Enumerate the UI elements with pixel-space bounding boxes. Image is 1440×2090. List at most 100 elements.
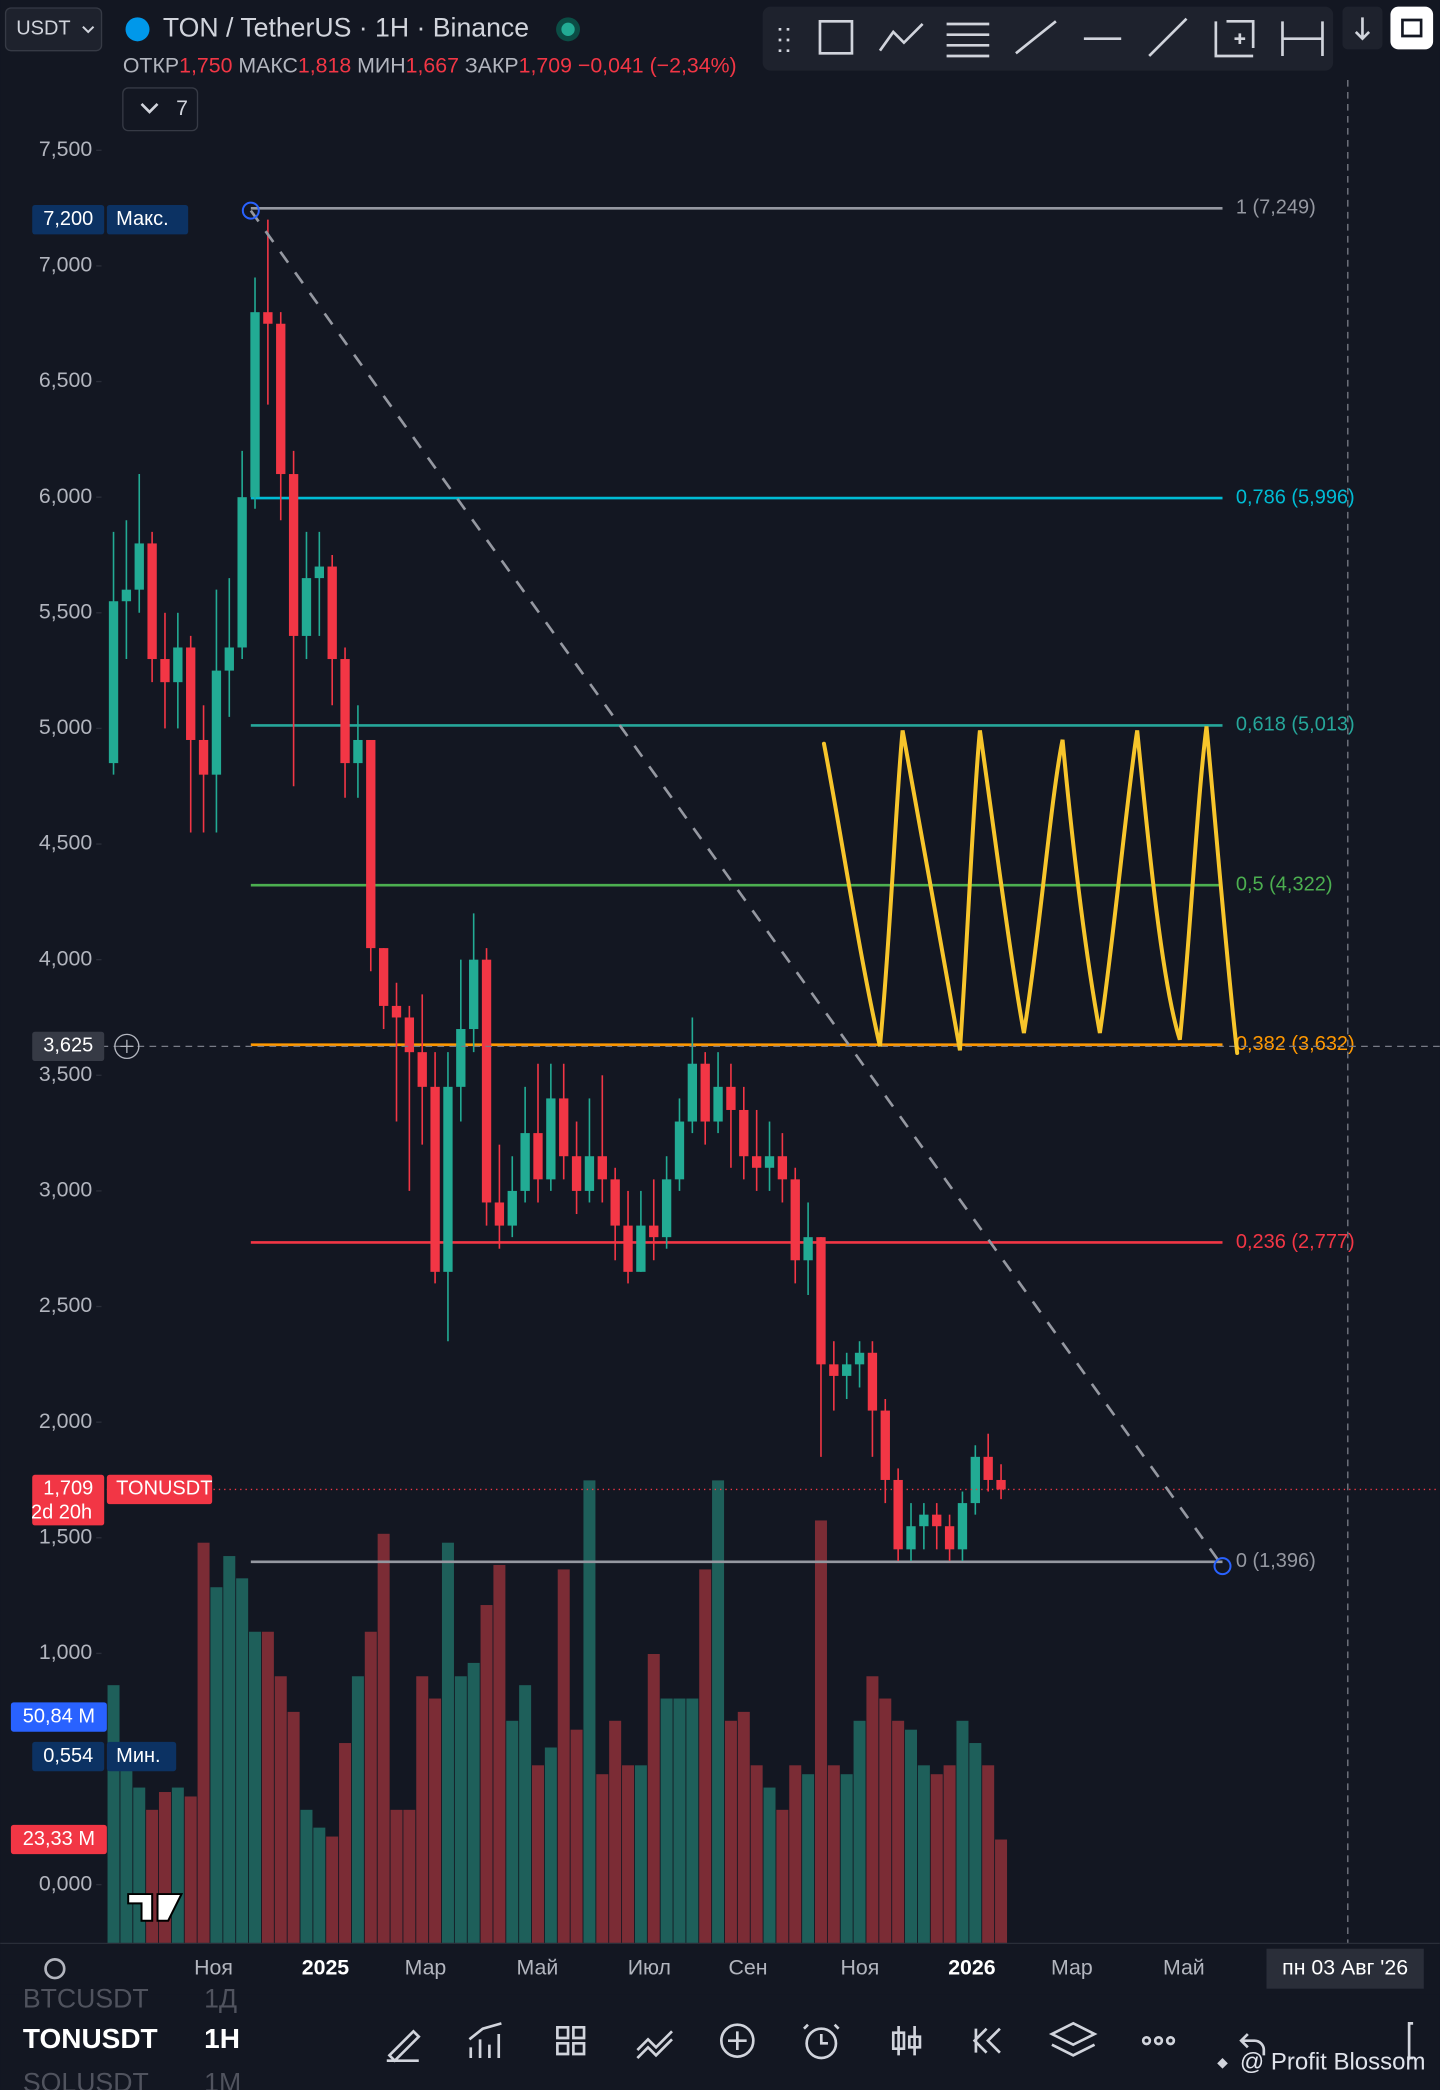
ton-icon <box>125 17 150 42</box>
fib-label: 0,236 (2,777) <box>1236 1231 1355 1253</box>
price-tag-label: TONUSDT <box>116 1478 212 1500</box>
volume-bar <box>943 1765 956 1944</box>
y-tick-label: 6,000 <box>39 484 92 508</box>
volume-bar <box>223 1556 236 1944</box>
icon-more[interactable] <box>1407 2022 1414 2060</box>
volume-bar <box>930 1774 943 1944</box>
volume-bar <box>789 1765 802 1944</box>
tab-interval: 1H <box>204 2023 240 2054</box>
fib-label: 1 (7,249) <box>1236 197 1316 219</box>
dot[interactable] <box>1141 2036 1152 2046</box>
icon-layout[interactable] <box>556 2026 586 2056</box>
candle-body <box>970 1456 980 1504</box>
volume-bar <box>827 1765 840 1944</box>
clock <box>803 2023 840 2045</box>
x-tick-label: Июл <box>628 1955 671 1979</box>
volume-badge-label: 23,33 M <box>23 1828 95 1850</box>
volume-bar <box>146 1809 159 1944</box>
volume-bar <box>557 1569 570 1944</box>
candle-body <box>469 959 479 1030</box>
candle-body <box>173 647 183 683</box>
candle-body <box>584 1156 595 1191</box>
tab-interval: 1Д <box>204 1984 237 2014</box>
volume-bar <box>995 1839 1008 1944</box>
volume-bar <box>467 1662 480 1944</box>
y-tick-label: 3,500 <box>39 1062 92 1086</box>
volume-bar <box>840 1774 853 1944</box>
tab-symbol[interactable]: SOLUSDT <box>23 2068 149 2090</box>
candle-body <box>944 1526 955 1550</box>
candle-body <box>507 1190 517 1226</box>
tool-path[interactable] <box>878 23 924 52</box>
bottom-icons <box>386 2021 1414 2063</box>
icon-replay[interactable] <box>972 2027 1001 2054</box>
volume-bar <box>274 1676 287 1944</box>
ohlc-key: ЗАКР <box>465 53 519 77</box>
price-badge <box>32 1031 105 1062</box>
volume-bar <box>506 1720 519 1944</box>
tab-symbol[interactable]: BTCUSDT <box>23 1984 149 2014</box>
ohlc-change: −0,041 (−2,34%) <box>578 53 737 77</box>
icon-draw[interactable] <box>386 2029 421 2063</box>
candle-body <box>211 670 222 775</box>
volume-bar <box>866 1676 879 1944</box>
tab-symbol[interactable]: TONUSDT <box>23 2023 158 2054</box>
icon-add[interactable] <box>720 2023 755 2059</box>
tool-range[interactable] <box>1281 21 1324 56</box>
price-badge <box>32 1474 105 1526</box>
y-tick-label: 3,000 <box>39 1178 92 1202</box>
x-tick-label: 2026 <box>948 1955 996 1979</box>
ohlc-row: ОТКР1,750 МАКС1,818 МИН1,667 ЗАКР1,709 −… <box>123 53 737 77</box>
icon-indicators[interactable] <box>468 2022 502 2059</box>
icon-layers[interactable] <box>1048 2021 1098 2057</box>
candle-body <box>906 1526 916 1550</box>
fib-label: 0,786 (5,996) <box>1236 486 1355 508</box>
toolbar-icons <box>778 17 1324 58</box>
price-badge-label: 3,625 <box>43 1035 93 1057</box>
tool-fib[interactable] <box>946 22 990 58</box>
candle-body <box>867 1352 878 1411</box>
indicators-toggle[interactable] <box>122 87 199 132</box>
volume-bar <box>699 1569 712 1944</box>
candle-body <box>237 497 247 648</box>
volume-bar <box>763 1787 776 1944</box>
y-tick-label: 2,000 <box>39 1409 92 1433</box>
price-tag <box>106 205 189 235</box>
add-button[interactable] <box>114 1033 140 1060</box>
tool-rect[interactable] <box>818 19 854 55</box>
tool-ray[interactable] <box>1148 17 1188 57</box>
time-axis <box>0 1943 1440 1995</box>
volume-bar <box>737 1711 750 1944</box>
candle-body <box>391 1005 402 1018</box>
icon-undo[interactable] <box>1239 2033 1266 2056</box>
dot <box>1153 2036 1164 2046</box>
volume-bar <box>660 1698 673 1944</box>
candle-body <box>327 566 337 660</box>
candle-body <box>340 659 350 764</box>
symbol-menu[interactable] <box>4 7 103 52</box>
volume-bar <box>531 1765 544 1944</box>
y-tick-label: 1,500 <box>39 1524 92 1548</box>
icon-alert[interactable] <box>805 2027 838 2060</box>
candle-body <box>661 1179 672 1238</box>
ohlc-key: МИН <box>357 53 405 77</box>
price-badge-label: 0,554 <box>43 1745 93 1767</box>
candle-body <box>700 1063 710 1122</box>
tool-trend[interactable] <box>1015 20 1057 55</box>
volume-bar <box>493 1564 506 1944</box>
button[interactable] <box>1390 6 1434 50</box>
candle-body <box>263 312 273 324</box>
icon-candles[interactable] <box>891 2026 922 2056</box>
candle-body <box>571 1156 582 1191</box>
candle-body <box>494 1202 505 1226</box>
tool-measure[interactable] <box>1214 19 1255 58</box>
icon-compare[interactable] <box>636 2030 673 2059</box>
candle-body <box>880 1410 890 1480</box>
y-tick-label: 2,500 <box>39 1293 92 1317</box>
volume-bar <box>802 1774 815 1944</box>
volume-bar <box>249 1631 262 1944</box>
candle-body <box>520 1133 530 1191</box>
ohlc-value: 1,667 <box>406 53 459 77</box>
volume-badge <box>10 1824 107 1855</box>
settings-icon[interactable] <box>44 1958 66 1980</box>
